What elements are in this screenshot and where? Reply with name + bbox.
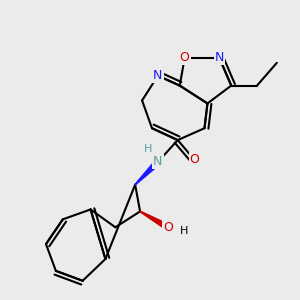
Text: N: N	[153, 69, 163, 82]
Text: O: O	[190, 153, 200, 167]
Polygon shape	[140, 211, 169, 230]
Text: O: O	[180, 51, 190, 64]
Text: N: N	[153, 155, 163, 168]
Text: N: N	[215, 51, 224, 64]
Text: O: O	[163, 221, 173, 234]
Text: H: H	[144, 144, 152, 154]
Text: H: H	[179, 226, 188, 236]
Polygon shape	[135, 160, 160, 185]
